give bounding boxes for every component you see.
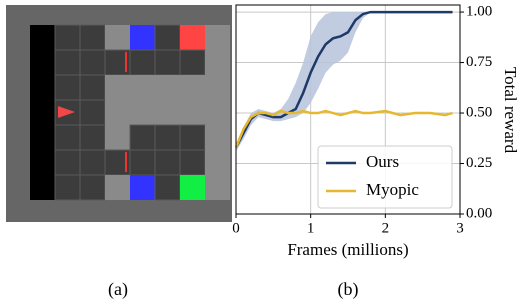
cell xyxy=(30,75,55,100)
legend-label: Myopic xyxy=(366,180,419,199)
cell xyxy=(155,75,180,100)
cell xyxy=(80,100,105,125)
gridworld xyxy=(6,5,232,222)
caption: (a) xyxy=(108,279,128,300)
cell xyxy=(155,100,180,125)
x-tick-label: 2 xyxy=(382,220,390,236)
cell xyxy=(205,125,230,150)
cell xyxy=(205,100,230,125)
y-tick-label: 0.75 xyxy=(466,54,492,70)
cell xyxy=(205,175,230,200)
cell xyxy=(30,125,55,150)
cell xyxy=(30,25,55,50)
cell xyxy=(130,25,155,50)
cell xyxy=(130,75,155,100)
cell xyxy=(180,75,205,100)
cell xyxy=(180,175,205,200)
cell xyxy=(55,175,80,200)
y-axis-label: Total reward xyxy=(501,67,520,154)
cell xyxy=(80,125,105,150)
cell xyxy=(105,100,130,125)
cell xyxy=(155,125,180,150)
cell xyxy=(55,75,80,100)
cell xyxy=(80,25,105,50)
x-tick-label: 3 xyxy=(456,220,464,236)
cell xyxy=(105,25,130,50)
cell xyxy=(180,100,205,125)
cell xyxy=(155,25,180,50)
cell xyxy=(155,50,180,75)
figure: (a) (b) Frames (millions) Total reward 0… xyxy=(0,0,527,307)
cell xyxy=(80,150,105,175)
cell xyxy=(130,125,155,150)
cell xyxy=(105,75,130,100)
cell xyxy=(130,100,155,125)
cell xyxy=(180,50,205,75)
cell xyxy=(155,150,180,175)
legend-label: Ours xyxy=(366,152,399,171)
cell xyxy=(155,175,180,200)
cell xyxy=(205,50,230,75)
cell xyxy=(55,150,80,175)
cell xyxy=(130,150,155,175)
cell xyxy=(105,125,130,150)
cell xyxy=(180,125,205,150)
cell xyxy=(180,150,205,175)
door xyxy=(125,152,127,172)
cell xyxy=(30,150,55,175)
cell xyxy=(55,125,80,150)
cell xyxy=(55,50,80,75)
y-tick-label: 0.25 xyxy=(466,155,492,171)
x-tick-label: 1 xyxy=(307,220,315,236)
cell xyxy=(80,75,105,100)
cell xyxy=(205,150,230,175)
x-tick-label: 0 xyxy=(232,220,240,236)
cell xyxy=(30,175,55,200)
cell xyxy=(30,100,55,125)
cell xyxy=(80,175,105,200)
cell xyxy=(205,75,230,100)
cell xyxy=(130,50,155,75)
cell xyxy=(55,25,80,50)
door xyxy=(125,52,127,72)
y-tick-label: 0.50 xyxy=(466,104,492,120)
y-tick-label: 1.00 xyxy=(466,4,492,20)
cell xyxy=(30,50,55,75)
cell xyxy=(105,175,130,200)
cell xyxy=(130,175,155,200)
caption: (b) xyxy=(338,279,359,300)
y-tick-label: 0.00 xyxy=(466,205,492,221)
x-axis-label: Frames (millions) xyxy=(287,240,408,259)
cell xyxy=(205,25,230,50)
cell xyxy=(180,25,205,50)
cell xyxy=(80,50,105,75)
